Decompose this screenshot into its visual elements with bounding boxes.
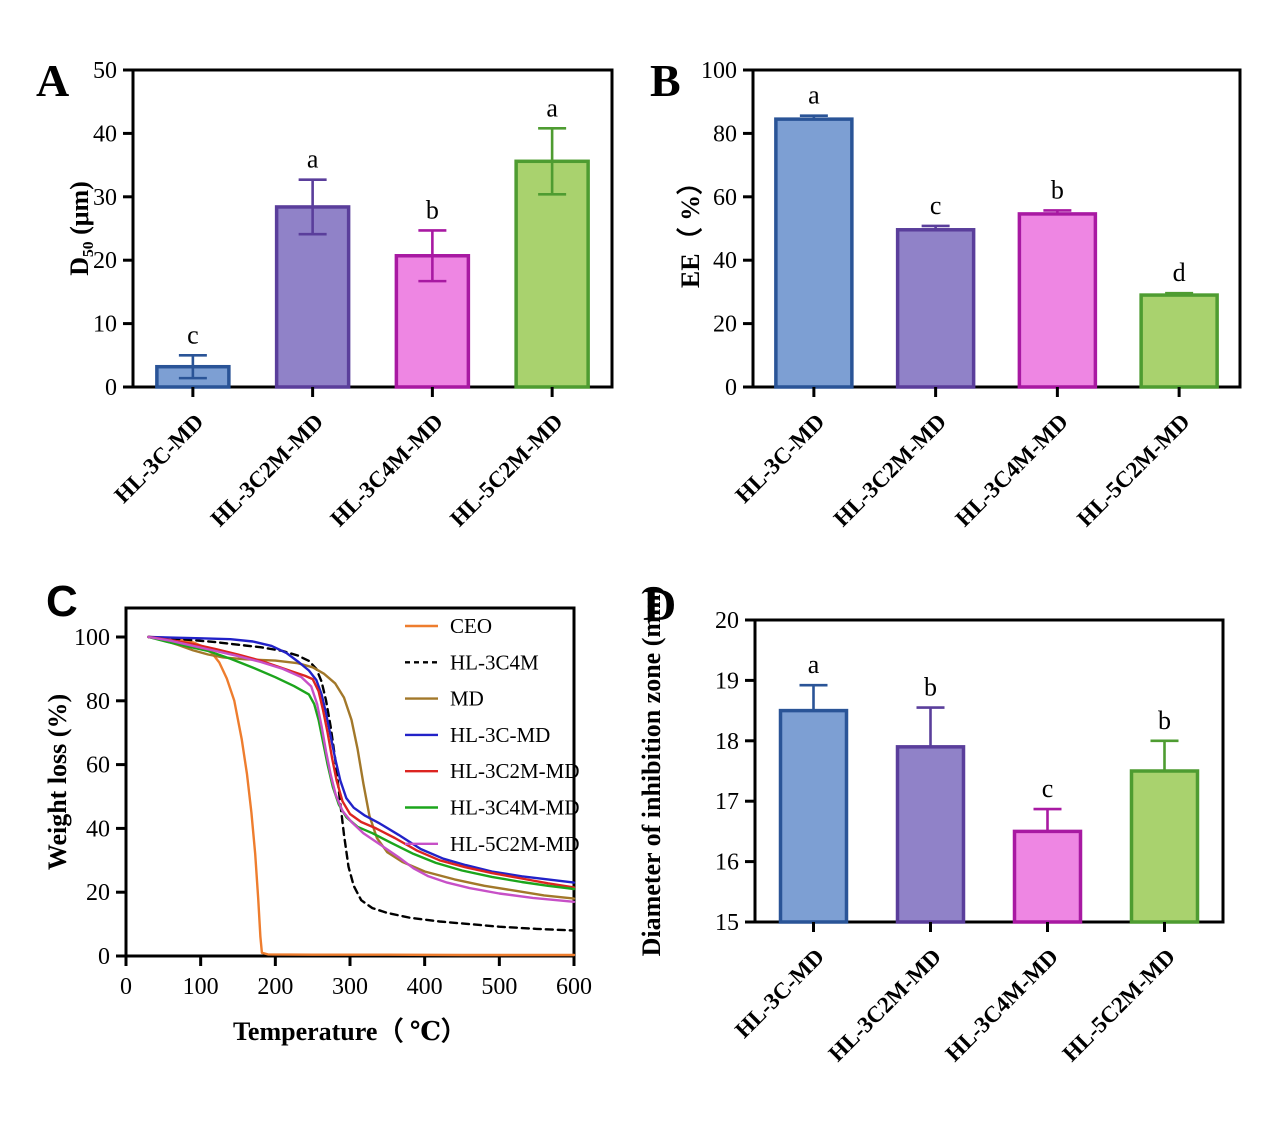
x-category-label: HL-5C2M-MD bbox=[1072, 409, 1194, 531]
panel-d-inhibition-bar-chart: 15 16 17 18 19 20 Diameter of inhibition zone … bbox=[637, 586, 1225, 1066]
panel-a-d50-bar-chart: 0 10 20 30 40 50 D₅₀ (μm) c HL-3C-MD a HL-3C2M-MD b… bbox=[65, 58, 614, 531]
y-tick-label: 0 bbox=[98, 944, 110, 970]
y-tick-label: 40 bbox=[86, 816, 110, 842]
legend-label-CEO: CEO bbox=[450, 614, 492, 638]
y-tick-label: 17 bbox=[715, 789, 739, 815]
y-tick-label: 18 bbox=[715, 729, 739, 755]
panel-label-c: C bbox=[46, 577, 78, 626]
y-tick-label: 0 bbox=[725, 375, 737, 401]
curve-HL-3C4M bbox=[147, 635, 576, 932]
y-tick-label: 0 bbox=[105, 375, 117, 401]
bar-HL-5C2M-MD bbox=[1139, 293, 1219, 389]
significance-letter: b bbox=[1158, 706, 1171, 735]
y-axis-label: EE（ %） bbox=[676, 169, 705, 288]
panel-c-tga-line-chart: 0 20 40 60 80 100 Weight loss (%) 0 100 200 300 400… bbox=[43, 606, 592, 1046]
y-tick-label: 100 bbox=[701, 58, 737, 84]
x-category-label: HL-3C-MD bbox=[730, 409, 829, 508]
plot-area bbox=[131, 68, 614, 389]
legend-label-HL-3C2M-MD: HL-3C2M-MD bbox=[450, 759, 580, 783]
significance-letter: a bbox=[808, 650, 820, 679]
x-tick-label: 0 bbox=[120, 974, 132, 1000]
significance-letter: c bbox=[1042, 774, 1054, 803]
x-tick-label: 500 bbox=[481, 974, 517, 1000]
y-tick-label: 80 bbox=[713, 121, 737, 147]
x-category-label: HL-3C2M-MD bbox=[829, 409, 951, 531]
panel-label-d: D bbox=[643, 579, 677, 630]
y-axis-label: Weight loss (%) bbox=[43, 694, 72, 870]
legend-label-HL-3C4M-MD: HL-3C4M-MD bbox=[450, 796, 580, 820]
x-category-label: HL-5C2M-MD bbox=[445, 409, 567, 531]
x-category-label: HL-3C4M-MD bbox=[950, 409, 1072, 531]
significance-letter: a bbox=[307, 145, 319, 174]
x-tick-label: 400 bbox=[407, 974, 443, 1000]
x-category-label: HL-3C4M-MD bbox=[325, 409, 447, 531]
significance-letter: b bbox=[426, 195, 439, 224]
y-axis-label: D₅₀ (μm) bbox=[65, 181, 94, 276]
bar-HL-3C-MD bbox=[774, 117, 854, 389]
x-category-label: HL-5C2M-MD bbox=[1058, 944, 1180, 1066]
y-tick-label: 40 bbox=[713, 248, 737, 274]
panel-label-a: A bbox=[36, 55, 70, 106]
curve-HL-3C2M-MD bbox=[147, 635, 576, 889]
significance-letter: a bbox=[808, 81, 820, 110]
significance-letter: a bbox=[546, 93, 558, 122]
panel-label-b: B bbox=[650, 55, 681, 106]
bar-HL-3C4M-MD bbox=[1012, 829, 1083, 924]
significance-letter: c bbox=[187, 320, 199, 349]
plot-area bbox=[751, 68, 1242, 389]
x-category-label: HL-3C-MD bbox=[730, 944, 829, 1043]
y-tick-label: 60 bbox=[713, 185, 737, 211]
x-tick-label: 100 bbox=[183, 974, 219, 1000]
curve-MD bbox=[147, 635, 576, 900]
y-tick-label: 40 bbox=[93, 121, 117, 147]
y-tick-label: 10 bbox=[93, 312, 117, 338]
y-tick-label: 15 bbox=[715, 910, 739, 936]
bar-HL-3C-MD bbox=[778, 708, 849, 924]
y-axis-label: Diameter of inhibition zone (mm) bbox=[637, 586, 666, 957]
curve-HL-5C2M-MD bbox=[147, 635, 576, 903]
y-tick-label: 20 bbox=[86, 880, 110, 906]
bar-HL-5C2M-MD bbox=[1129, 769, 1200, 924]
legend-label-HL-3C4M: HL-3C4M bbox=[450, 650, 539, 674]
bar-HL-3C2M-MD bbox=[895, 745, 966, 924]
significance-letter: b bbox=[1051, 175, 1064, 204]
bar-HL-3C4M-MD bbox=[1017, 212, 1098, 389]
y-tick-label: 30 bbox=[93, 185, 117, 211]
y-tick-label: 50 bbox=[93, 58, 117, 84]
x-tick-label: 200 bbox=[257, 974, 293, 1000]
x-axis-label: Temperature（ ℃） bbox=[233, 1017, 467, 1046]
panel-b-ee-bar-chart: 0 20 40 60 80 100 EE（ %） a HL-3C-MD c HL-3C2M-MD b H… bbox=[676, 58, 1242, 531]
legend-label-MD: MD bbox=[450, 687, 484, 711]
x-category-label: HL-3C2M-MD bbox=[824, 944, 946, 1066]
x-category-label: HL-3C-MD bbox=[109, 409, 208, 508]
x-tick-label: 300 bbox=[332, 974, 368, 1000]
y-tick-label: 16 bbox=[715, 850, 739, 876]
bar-HL-3C2M-MD bbox=[895, 228, 976, 389]
legend-label-HL-3C-MD: HL-3C-MD bbox=[450, 723, 550, 747]
significance-letter: d bbox=[1173, 258, 1186, 287]
plot-area bbox=[753, 618, 1225, 924]
y-tick-label: 60 bbox=[86, 753, 110, 779]
significance-letter: b bbox=[924, 673, 937, 702]
y-tick-label: 19 bbox=[715, 668, 739, 694]
y-tick-label: 20 bbox=[713, 312, 737, 338]
y-tick-label: 100 bbox=[74, 625, 110, 651]
x-tick-label: 600 bbox=[556, 974, 592, 1000]
x-category-label: HL-3C4M-MD bbox=[941, 944, 1063, 1066]
curve-HL-3C-MD bbox=[147, 635, 576, 884]
x-category-label: HL-3C2M-MD bbox=[206, 409, 328, 531]
y-tick-label: 20 bbox=[715, 608, 739, 634]
legend-label-HL-5C2M-MD: HL-5C2M-MD bbox=[450, 832, 580, 856]
significance-letter: c bbox=[930, 191, 942, 220]
y-tick-label: 80 bbox=[86, 689, 110, 715]
y-tick-label: 20 bbox=[93, 248, 117, 274]
